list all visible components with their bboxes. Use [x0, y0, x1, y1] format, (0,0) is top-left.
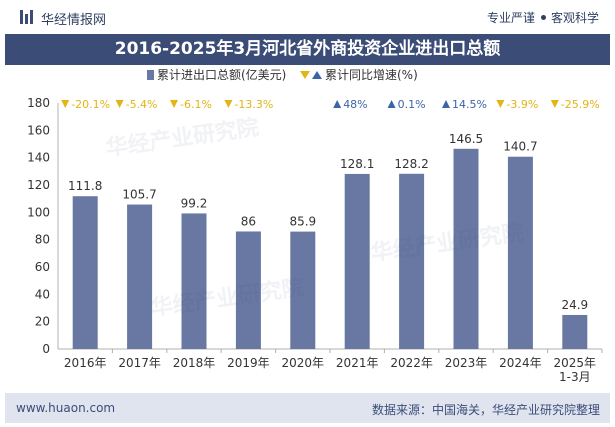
chart-title: 2016-2025年3月河北省外商投资企业进出口总额	[5, 34, 610, 65]
y-tick-label: 0	[42, 342, 50, 356]
bar-value-label: 146.5	[449, 132, 483, 146]
y-tick-label: 60	[35, 260, 50, 274]
bar-value-label: 111.8	[68, 179, 102, 193]
bar	[235, 231, 261, 349]
growth-down-triangle-icon	[61, 100, 70, 108]
growth-down-triangle-icon	[115, 100, 124, 108]
growth-down-triangle-icon	[550, 100, 559, 108]
footer-site-link[interactable]: www.huaon.com	[16, 401, 116, 415]
brand-logo-icon	[20, 10, 33, 24]
bar	[399, 173, 425, 349]
growth-up-triangle-icon	[442, 100, 450, 108]
growth-down-triangle-icon	[224, 100, 233, 108]
growth-label: -5.4%	[126, 98, 158, 111]
slogan-left: 专业严谨	[486, 11, 535, 25]
legend-bar-label: 累计进出口总额(亿美元)	[157, 67, 286, 82]
legend-growth-label: 累计同比增速(%)	[325, 68, 418, 82]
footer-source: 数据来源：中国海关，华经产业研究院整理	[371, 403, 600, 417]
growth-label: 14.5%	[452, 98, 487, 111]
x-tick-label: 2025年	[554, 356, 597, 370]
growth-down-triangle-icon	[170, 100, 178, 108]
bar-chart: 累计进出口总额(亿美元) 累计同比增速(%) 0 20 40 60 80 100 120 140 1…	[27, 67, 603, 384]
chart-area: 华经产业研究院 华经产业研究院 华经产业研究院 累计进出口总额(亿美元) 累计同比…	[0, 65, 615, 393]
legend-down-triangle-icon	[300, 71, 310, 79]
x-tick-label: 2024年	[499, 356, 542, 370]
growth-up-triangle-icon	[387, 100, 396, 108]
bar	[127, 204, 153, 349]
x-tick-label: 2016年	[64, 356, 107, 370]
growth-label: -6.1%	[180, 98, 212, 111]
bar-value-label: 140.7	[503, 140, 537, 154]
growth-label: 48%	[343, 98, 367, 111]
x-tick-label: 2017年	[118, 356, 161, 370]
growth-down-triangle-icon	[496, 100, 505, 108]
growth-label: -3.9%	[506, 98, 538, 111]
bar	[507, 156, 533, 349]
x-tick-label: 2022年	[390, 356, 433, 370]
growth-label: -25.9%	[561, 98, 600, 111]
x-tick-label: 2018年	[173, 356, 216, 370]
y-tick-label: 180	[27, 96, 50, 110]
header: 华经情报网 专业严谨 客观科学	[0, 0, 615, 34]
y-tick-label: 20	[35, 315, 50, 329]
brand-name: 华经情报网	[41, 13, 107, 28]
growth-label: 0.1%	[398, 98, 426, 111]
y-tick-label: 100	[27, 205, 50, 219]
bar-value-label: 128.1	[340, 157, 374, 171]
bar-value-label: 99.2	[181, 196, 208, 210]
y-tick-label: 120	[27, 178, 50, 192]
legend-up-triangle-icon	[312, 71, 322, 79]
y-tick-label: 160	[27, 123, 50, 137]
slogan: 专业严谨 客观科学	[487, 9, 599, 26]
x-tick-label: 2023年	[445, 356, 488, 370]
y-tick-label: 40	[35, 287, 50, 301]
bar	[453, 148, 479, 349]
bar-value-label: 128.2	[394, 157, 428, 171]
bar	[181, 213, 207, 349]
x-tick-label: 1-3月	[559, 370, 591, 384]
bar	[344, 173, 370, 349]
y-tick-label: 80	[35, 233, 50, 247]
x-tick-label: 2020年	[282, 356, 325, 370]
y-tick-label: 140	[27, 151, 50, 165]
bar-value-label: 105.7	[122, 188, 156, 202]
growth-label: -13.3%	[234, 98, 273, 111]
bar-value-label: 85.9	[289, 215, 316, 229]
x-tick-label: 2021年	[336, 356, 379, 370]
bar	[290, 231, 316, 349]
slogan-right: 客观科学	[550, 11, 599, 25]
growth-label: -20.1%	[71, 98, 110, 111]
slogan-dot-icon	[540, 15, 546, 20]
growth-up-triangle-icon	[333, 100, 342, 108]
legend-bar-swatch	[147, 70, 154, 80]
bar	[562, 314, 588, 349]
bar	[72, 196, 98, 349]
x-tick-label: 2019年	[227, 356, 270, 370]
footer: www.huaon.com 数据来源：中国海关，华经产业研究院整理	[5, 393, 610, 423]
bar-value-label: 24.9	[561, 298, 588, 312]
bar-value-label: 86	[241, 214, 256, 228]
